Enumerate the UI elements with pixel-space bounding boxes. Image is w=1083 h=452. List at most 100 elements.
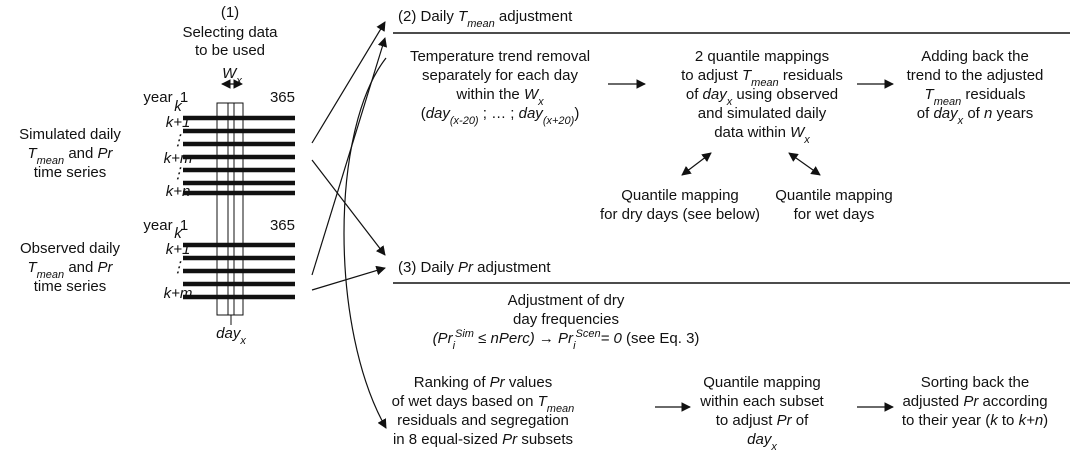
- text-segment: T: [925, 86, 936, 103]
- text-segment: to: [998, 412, 1019, 429]
- step-text: in 8 equal-sized Pr subsets: [393, 431, 573, 448]
- text-segment: Pr: [777, 412, 793, 429]
- row-label: k+m: [164, 150, 193, 167]
- step-text: to adjust Tmean residuals: [681, 67, 843, 89]
- text-segment: mean: [37, 269, 65, 281]
- text-segment: residuals: [779, 67, 843, 84]
- day-end: 365: [270, 89, 295, 106]
- text-segment: Pr: [458, 259, 474, 276]
- text-segment: day: [747, 431, 773, 448]
- year-label: year: [143, 89, 172, 106]
- step-text: Sorting back the: [921, 374, 1029, 391]
- text-segment: of: [963, 105, 984, 122]
- step-text: of dayx using observed: [686, 86, 838, 108]
- text-segment: of: [792, 412, 810, 429]
- text-segment: ): [574, 105, 579, 122]
- text-segment: x: [235, 75, 242, 87]
- text-segment: T: [742, 67, 753, 84]
- section-title: (3) Daily Pr adjustment: [398, 259, 551, 276]
- text-segment: Sorting back the: [921, 374, 1029, 391]
- text-segment: ): [1043, 412, 1048, 429]
- text-segment: mean: [37, 155, 65, 167]
- row-label: k+m: [164, 285, 193, 302]
- text-segment: and: [64, 145, 97, 162]
- row-label: k+n: [166, 183, 191, 200]
- text-segment: mean: [547, 403, 575, 415]
- text-segment: and: [64, 259, 97, 276]
- text-segment: and simulated daily: [698, 105, 827, 122]
- text-segment: Adding back the: [921, 48, 1029, 65]
- text-segment: (3) Daily: [398, 259, 458, 276]
- series-label: time series: [34, 164, 107, 181]
- section-title: (2) Daily Tmean adjustment: [398, 8, 573, 30]
- series-label: Simulated daily: [19, 126, 121, 143]
- step-text: day frequencies: [513, 311, 619, 328]
- text-segment: subsets: [517, 431, 573, 448]
- text-segment: Sim: [455, 328, 474, 340]
- text-segment: 2 quantile mappings: [695, 48, 829, 65]
- step-text: for dry days (see below): [600, 206, 760, 223]
- text-segment: values: [505, 374, 553, 391]
- step-text: Quantile mapping: [775, 187, 893, 204]
- arrow: [311, 265, 386, 291]
- step-text: residuals and segregation: [397, 412, 569, 429]
- step-text: Ranking of Pr values: [414, 374, 552, 391]
- step-text: within each subset: [699, 393, 824, 410]
- step-text: Tmean residuals: [925, 86, 1026, 108]
- step-text: within the Wx: [455, 86, 544, 108]
- step-text: dayx: [747, 431, 777, 452]
- text-segment: adjustment: [473, 259, 551, 276]
- step-title: to be used: [195, 42, 265, 59]
- step-text: 2 quantile mappings: [695, 48, 829, 65]
- day-start: 1: [180, 217, 188, 234]
- step-text: Adjustment of dry: [508, 292, 625, 309]
- text-segment: adjustment: [495, 8, 573, 25]
- text-segment: T: [538, 393, 549, 410]
- text-segment: Ranking of: [414, 374, 490, 391]
- series-label: time series: [34, 278, 107, 295]
- step-text: to adjust Pr of: [716, 412, 809, 429]
- text-segment: Scen: [576, 328, 601, 340]
- text-segment: x: [537, 96, 544, 108]
- text-segment: for dry days (see below): [600, 206, 760, 223]
- text-segment: W: [222, 65, 238, 82]
- text-segment: (x-20): [450, 115, 479, 127]
- text-segment: day: [426, 105, 452, 122]
- step-text: Quantile mapping: [621, 187, 739, 204]
- step-text: of wet days based on Tmean: [392, 393, 575, 415]
- year-label: year: [143, 217, 172, 234]
- step-text: trend to the adjusted: [907, 67, 1044, 84]
- arrow: [311, 37, 388, 276]
- text-segment: Simulated daily: [19, 126, 121, 143]
- text-segment: Quantile mapping: [775, 187, 893, 204]
- step-title: Selecting data: [182, 24, 278, 41]
- text-segment: ; … ;: [479, 105, 519, 122]
- step-text: separately for each day: [422, 67, 578, 84]
- text-segment: within each subset: [699, 393, 824, 410]
- text-segment: T: [27, 145, 38, 162]
- step-text: (day(x-20) ; … ; day(x+20)): [421, 105, 580, 127]
- step-text: Temperature trend removal: [410, 48, 590, 65]
- text-segment: day: [519, 105, 545, 122]
- step-text: (PriSim ≤ nPerc) → PriScen= 0 (see Eq. 3…: [433, 328, 700, 352]
- text-segment: x: [770, 441, 777, 452]
- arrow: [311, 159, 386, 256]
- text-segment: of: [686, 86, 703, 103]
- text-segment: (x+20): [543, 115, 575, 127]
- row-label: k: [174, 225, 183, 242]
- text-segment: using observed: [732, 86, 838, 103]
- day-end: 365: [270, 217, 295, 234]
- text-segment: Pr: [98, 259, 114, 276]
- text-segment: years: [992, 105, 1033, 122]
- text-segment: time series: [34, 164, 107, 181]
- text-segment: k+n: [1019, 412, 1044, 429]
- text-segment: mean: [467, 18, 495, 30]
- text-segment: time series: [34, 278, 107, 295]
- step-text: Adding back the: [921, 48, 1029, 65]
- series-label: Observed daily: [20, 240, 121, 257]
- text-segment: (: [421, 105, 426, 122]
- day-start: 1: [180, 89, 188, 106]
- text-segment: Temperature trend removal: [410, 48, 590, 65]
- text-segment: ≤ nPerc) → Pr: [474, 330, 574, 347]
- text-segment: = 0: [601, 330, 623, 347]
